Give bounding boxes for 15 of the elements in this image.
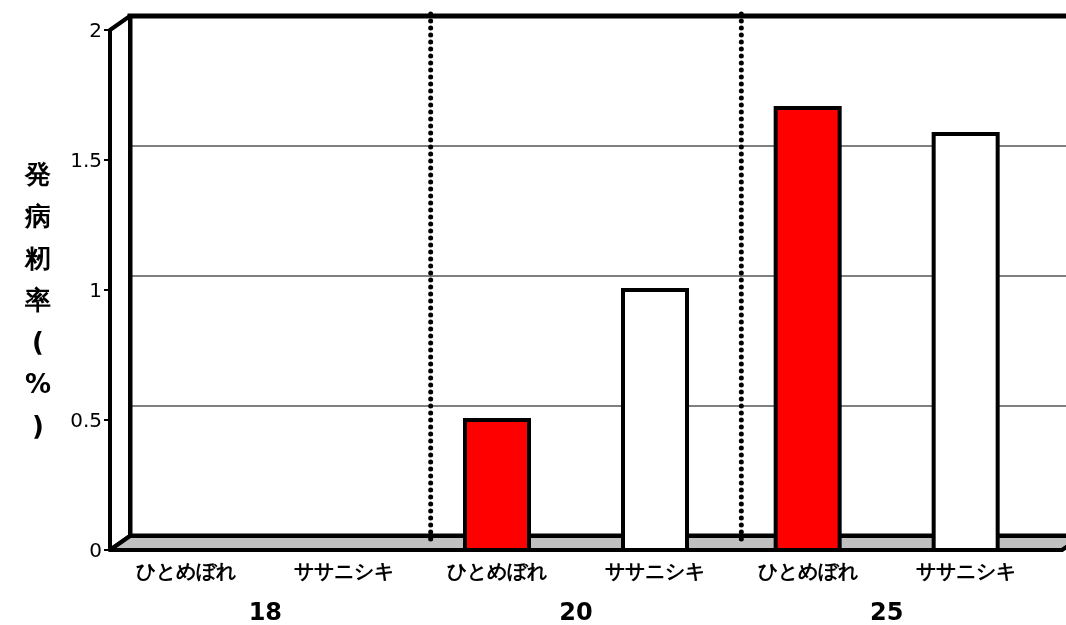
y-axis-title: 発病籾率(%) — [24, 159, 52, 441]
x-tick-label: 18 — [248, 598, 283, 625]
y-tick-label: 1 — [89, 278, 102, 302]
text: ひとめぼれ — [757, 559, 858, 583]
series-label: ひとめぼれ — [447, 559, 547, 583]
text: ササニシキ — [294, 559, 395, 583]
x-tick-label: 20 — [559, 598, 593, 625]
text: ひとめぼれ — [136, 559, 237, 583]
x-tick-label: 25 — [869, 598, 904, 625]
y-tick-label: 1.5 — [70, 148, 102, 172]
y-tick-label: 0 — [89, 538, 102, 562]
y-tick-label: 2 — [89, 18, 102, 42]
y-tick-label: 0.5 — [70, 408, 102, 432]
text: ササニシキ — [915, 559, 1016, 583]
series-label: ササニシキ — [605, 559, 705, 583]
